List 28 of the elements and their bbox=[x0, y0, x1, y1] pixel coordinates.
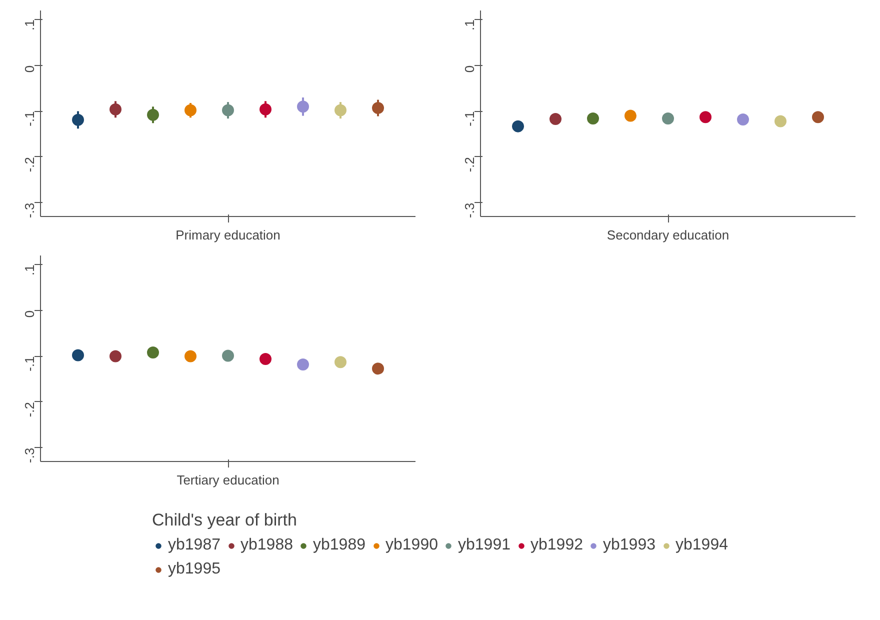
x-axis-title: Secondary education bbox=[606, 228, 730, 242]
legend-label: yb1994 bbox=[676, 536, 728, 554]
y-tick-label: -.3 bbox=[462, 202, 477, 218]
y-tick-label: .1 bbox=[462, 20, 477, 30]
legend-label: yb1995 bbox=[168, 560, 220, 578]
y-tick-label: -.1 bbox=[22, 356, 37, 372]
legend-title: Child's year of birth bbox=[152, 510, 298, 530]
y-tick-label: .1 bbox=[22, 264, 37, 276]
y-tick-label: -.2 bbox=[462, 156, 477, 172]
y-tick-label: -.1 bbox=[22, 111, 37, 126]
y-tick-label: 0 bbox=[462, 65, 477, 73]
y-tick-label: -.3 bbox=[22, 448, 37, 463]
y-tick-label: 0 bbox=[22, 65, 37, 73]
legend-label: yb1992 bbox=[530, 536, 583, 554]
y-tick-label: -.2 bbox=[22, 402, 37, 418]
y-tick-label: 0 bbox=[22, 310, 37, 318]
legend-label: yb1993 bbox=[603, 536, 656, 554]
legend-label: yb1988 bbox=[240, 536, 293, 554]
legend-label: yb1990 bbox=[386, 536, 438, 554]
legend-label: yb1991 bbox=[458, 536, 510, 554]
x-axis-title: Tertiary education bbox=[176, 472, 280, 488]
legend-label: yb1989 bbox=[313, 536, 366, 554]
y-tick-label: -.1 bbox=[462, 111, 477, 126]
y-tick-label: -.2 bbox=[22, 156, 37, 172]
x-axis-title: Primary education bbox=[176, 228, 280, 242]
legend-label: yb1987 bbox=[168, 536, 220, 554]
y-tick-label: -.3 bbox=[22, 202, 37, 218]
y-tick-label: .1 bbox=[22, 20, 37, 30]
